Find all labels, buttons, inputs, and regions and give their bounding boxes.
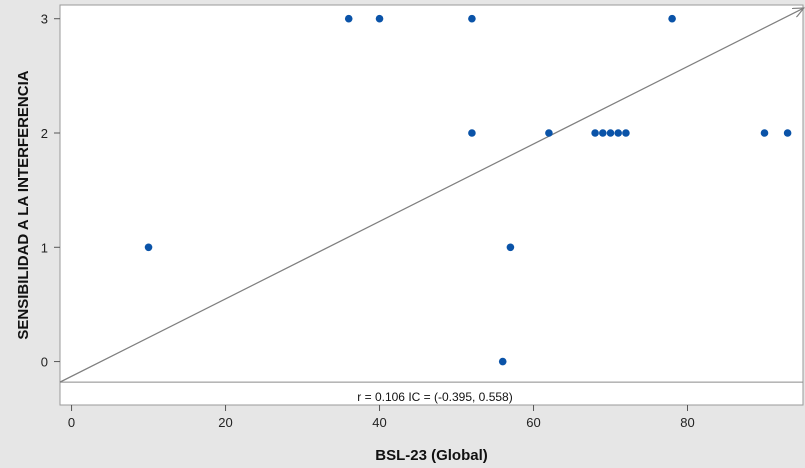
plot-area [59,4,804,406]
data-point [375,14,384,23]
y-tick-label: 2 [41,126,48,141]
data-point [606,129,615,137]
y-tick-label: 0 [41,355,48,370]
y-axis-title: SENSIBILIDAD A LA INTERFERENCIA [15,70,32,339]
reference-arrow-line [59,8,803,383]
data-point [344,14,353,23]
data-point [468,129,476,137]
x-tick-label: 20 [218,415,232,430]
y-tick-label: 1 [41,240,48,255]
x-tick-label: 80 [680,415,694,430]
correlation-annotation: r = 0.106 IC = (-0.395, 0.558) [357,390,512,404]
data-point [498,357,507,366]
x-tick-label: 40 [372,415,386,430]
data-point [622,129,630,137]
x-tick-label: 60 [526,415,540,430]
data-point [591,129,599,137]
data-point [668,14,676,23]
data-point [545,129,553,137]
data-point [144,243,153,252]
x-axis-title: BSL-23 (Global) [375,447,488,464]
data-point [760,129,769,137]
y-tick-label: 3 [41,12,48,27]
data-point [599,129,607,137]
data-point [468,14,476,23]
data-point [783,129,792,137]
data-point [506,243,515,252]
data-point [614,129,623,137]
x-tick-label: 0 [68,415,75,430]
